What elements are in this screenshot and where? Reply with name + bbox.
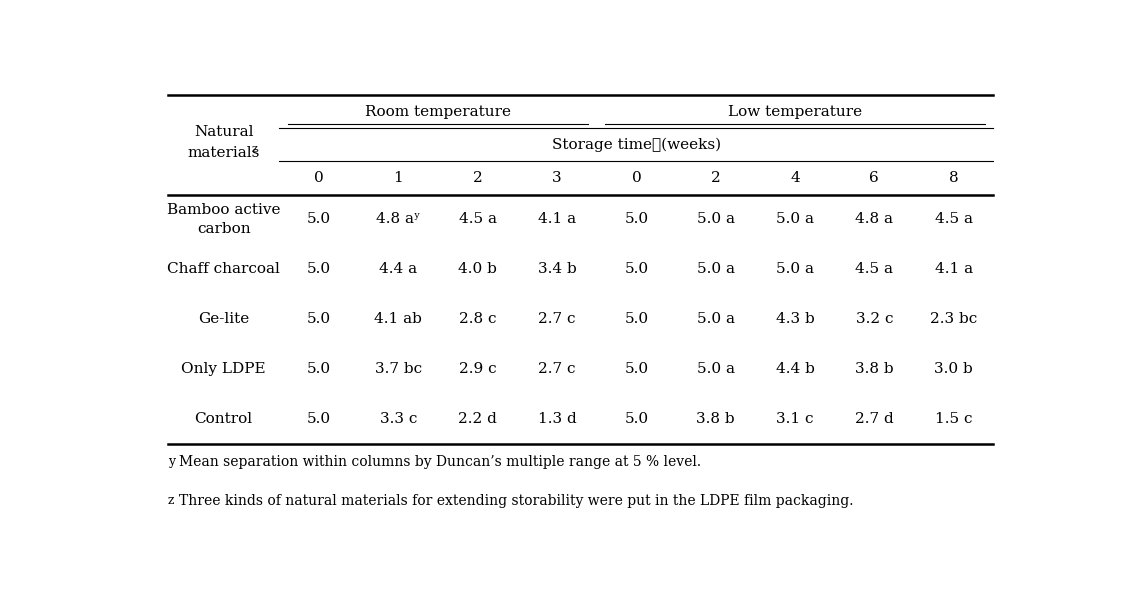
Text: 5.0: 5.0 [624, 412, 648, 426]
Text: 2.3 bc: 2.3 bc [930, 312, 978, 326]
Text: 3.3 c: 3.3 c [380, 412, 417, 426]
Text: Low temperature: Low temperature [729, 105, 862, 119]
Text: 4.5 a: 4.5 a [855, 262, 893, 276]
Text: z: z [168, 494, 174, 507]
Text: Three kinds of natural materials for extending storability were put in the LDPE : Three kinds of natural materials for ext… [179, 494, 853, 509]
Text: 4.4 a: 4.4 a [380, 262, 417, 276]
Text: 5.0: 5.0 [307, 362, 331, 376]
Text: 5.0: 5.0 [624, 262, 648, 276]
Text: Chaff charcoal: Chaff charcoal [168, 262, 280, 276]
Text: 0: 0 [631, 171, 641, 185]
Text: 2.8 c: 2.8 c [459, 312, 496, 326]
Text: 2: 2 [472, 171, 483, 185]
Text: 4.5 a: 4.5 a [935, 213, 973, 226]
Text: 1: 1 [393, 171, 403, 185]
Text: 5.0 a: 5.0 a [697, 312, 734, 326]
Text: 5.0 a: 5.0 a [697, 262, 734, 276]
Text: 2: 2 [710, 171, 721, 185]
Text: 4.1 a: 4.1 a [935, 262, 973, 276]
Text: 2.2 d: 2.2 d [458, 412, 497, 426]
Text: Natural
materials: Natural materials [187, 125, 259, 160]
Text: 3.1 c: 3.1 c [776, 412, 813, 426]
Text: 2.7 d: 2.7 d [855, 412, 894, 426]
Text: 3.8 b: 3.8 b [697, 412, 735, 426]
Text: 3.7 bc: 3.7 bc [375, 362, 421, 376]
Text: 5.0: 5.0 [624, 362, 648, 376]
Text: 2.9 c: 2.9 c [459, 362, 496, 376]
Text: Bamboo active
carbon: Bamboo active carbon [167, 203, 281, 235]
Text: Ge-lite: Ge-lite [198, 312, 249, 326]
Text: 5.0: 5.0 [624, 312, 648, 326]
Text: 5.0: 5.0 [624, 213, 648, 226]
Text: 3.0 b: 3.0 b [935, 362, 973, 376]
Text: 5.0 a: 5.0 a [776, 213, 813, 226]
Text: 5.0: 5.0 [307, 213, 331, 226]
Text: 3.2 c: 3.2 c [855, 312, 893, 326]
Text: 4.1 ab: 4.1 ab [374, 312, 423, 326]
Text: 4.0 b: 4.0 b [458, 262, 497, 276]
Text: 3.8 b: 3.8 b [855, 362, 894, 376]
Text: Storage time　(weeks): Storage time (weeks) [552, 138, 721, 152]
Text: 4.3 b: 4.3 b [776, 312, 815, 326]
Text: 1.5 c: 1.5 c [935, 412, 972, 426]
Text: 0: 0 [314, 171, 324, 185]
Text: 2.7 c: 2.7 c [538, 362, 576, 376]
Text: 6: 6 [869, 171, 879, 185]
Text: 4.5 a: 4.5 a [459, 213, 496, 226]
Text: 3: 3 [552, 171, 562, 185]
Text: 5.0: 5.0 [307, 312, 331, 326]
Text: 2.7 c: 2.7 c [538, 312, 576, 326]
Text: Room temperature: Room temperature [365, 105, 511, 119]
Text: Only LDPE: Only LDPE [181, 362, 266, 376]
Text: 8: 8 [948, 171, 959, 185]
Text: y: y [168, 455, 176, 468]
Text: 4.8 aʸ: 4.8 aʸ [376, 213, 420, 226]
Text: 4: 4 [790, 171, 800, 185]
Text: 5.0 a: 5.0 a [776, 262, 813, 276]
Text: 4.8 a: 4.8 a [855, 213, 893, 226]
Text: 1.3 d: 1.3 d [538, 412, 577, 426]
Text: 5.0: 5.0 [307, 262, 331, 276]
Text: 5.0 a: 5.0 a [697, 362, 734, 376]
Text: 4.4 b: 4.4 b [776, 362, 815, 376]
Text: Control: Control [195, 412, 253, 426]
Text: z: z [252, 144, 257, 154]
Text: 4.1 a: 4.1 a [538, 213, 576, 226]
Text: 3.4 b: 3.4 b [538, 262, 577, 276]
Text: 5.0 a: 5.0 a [697, 213, 734, 226]
Text: 5.0: 5.0 [307, 412, 331, 426]
Text: Mean separation within columns by Duncan’s multiple range at 5 % level.: Mean separation within columns by Duncan… [179, 455, 700, 469]
